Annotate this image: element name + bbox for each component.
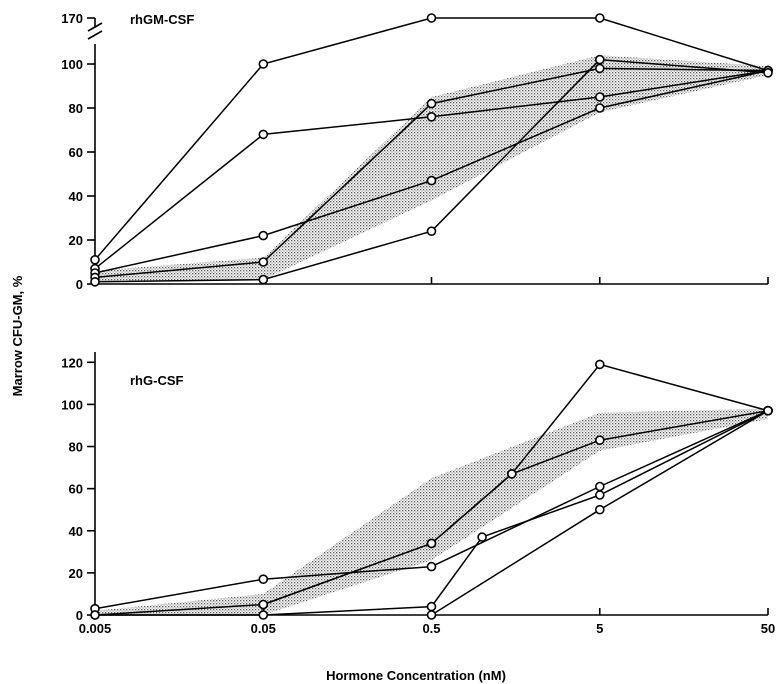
data-point <box>594 54 605 65</box>
y-tick-label: 170 <box>61 11 83 26</box>
y-tick-label: 20 <box>69 233 83 248</box>
data-point <box>258 610 269 620</box>
x-tick-label: 0.05 <box>251 621 276 636</box>
y-axis-title: Marrow CFU-GM, % <box>10 275 25 396</box>
shaded-range-band <box>95 408 768 615</box>
data-point <box>594 481 605 492</box>
panel-label: rhGM-CSF <box>130 12 194 27</box>
data-point <box>90 276 100 287</box>
y-tick-label: 100 <box>61 57 83 72</box>
data-point <box>426 610 437 620</box>
data-point <box>258 59 269 69</box>
y-tick-label: 100 <box>61 397 83 412</box>
data-point <box>258 274 269 285</box>
y-tick-label: 40 <box>69 189 83 204</box>
data-point <box>506 469 517 479</box>
data-point <box>594 435 605 446</box>
data-point <box>426 226 437 236</box>
y-tick-label: 40 <box>69 524 83 539</box>
panel-rhgm-csf: 170 0 20 40 60 80 100 rhGM-CSF <box>61 11 773 292</box>
y-tick-label: 80 <box>69 101 83 116</box>
data-point <box>763 405 773 416</box>
y-tick-label: 20 <box>69 566 83 581</box>
y-tick-label: 0 <box>76 277 83 292</box>
data-point <box>258 599 269 610</box>
data-point <box>258 230 269 241</box>
y-tick-label: 0 <box>76 608 83 623</box>
series-line <box>95 410 769 616</box>
y-tick-label: 60 <box>69 482 83 497</box>
y-tick-label: 120 <box>61 355 83 370</box>
shaded-range-band <box>95 55 768 282</box>
data-point <box>426 98 437 109</box>
x-axis-title: Hormone Concentration (nM) <box>326 668 506 683</box>
data-point <box>763 68 773 78</box>
data-point <box>426 175 437 186</box>
panel-rhg-csf: 0 20 40 60 80 100 120 0.005 0.05 0.5 5 50 rhG-CSF <box>61 352 775 636</box>
data-point <box>90 254 100 265</box>
data-point <box>594 504 605 515</box>
data-point <box>594 92 605 102</box>
x-tick-label: 5 <box>596 621 603 636</box>
data-point <box>258 129 269 140</box>
data-point <box>426 561 437 572</box>
y-tick-label: 60 <box>69 145 83 160</box>
x-tick-label: 0.005 <box>79 621 112 636</box>
x-tick-label: 50 <box>761 621 775 636</box>
data-point <box>594 103 605 113</box>
data-point <box>594 13 605 23</box>
x-tick-label: 0.5 <box>422 621 440 636</box>
data-point <box>426 112 437 122</box>
data-point <box>258 257 269 267</box>
y-tick-label: 80 <box>69 440 83 455</box>
data-point <box>426 538 437 549</box>
data-point <box>477 532 487 542</box>
axis-break-mark <box>87 30 103 40</box>
data-point <box>594 490 605 500</box>
data-point <box>594 63 605 74</box>
data-point <box>258 574 269 585</box>
data-point <box>426 601 437 612</box>
panel-label: rhG-CSF <box>130 373 184 388</box>
data-point <box>90 610 100 620</box>
data-point <box>594 359 605 370</box>
data-point <box>426 13 437 23</box>
